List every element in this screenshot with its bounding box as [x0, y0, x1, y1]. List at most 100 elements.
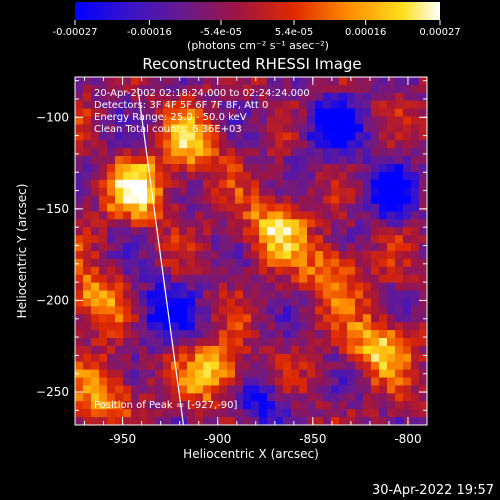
heatmap-cell — [283, 322, 292, 331]
heatmap-cell — [187, 195, 196, 205]
heatmap-cell — [307, 393, 316, 402]
heatmap-cell — [275, 377, 284, 387]
heatmap-cell — [243, 385, 252, 394]
heatmap-cell — [243, 164, 252, 173]
heatmap-cell — [299, 140, 308, 149]
heatmap-cell — [371, 203, 380, 213]
heatmap-cell — [219, 258, 228, 268]
heatmap-cell — [315, 401, 324, 410]
heatmap-cell — [147, 385, 156, 394]
heatmap-cell — [379, 124, 388, 133]
heatmap-cell — [227, 306, 236, 315]
heatmap-cell — [315, 282, 324, 292]
heatmap-cell — [403, 385, 412, 394]
heatmap-cell — [203, 77, 212, 86]
heatmap-cell — [83, 156, 92, 165]
heatmap-cell — [267, 132, 276, 141]
heatmap-cell — [299, 156, 308, 165]
heatmap-cell — [163, 140, 172, 149]
heatmap-cell — [355, 235, 364, 244]
heatmap-cell — [259, 235, 268, 244]
heatmap-cell — [131, 77, 140, 86]
heatmap-cell — [347, 251, 356, 260]
heatmap-cell — [259, 361, 268, 371]
heatmap-cell — [155, 266, 164, 276]
heatmap-cell — [91, 369, 100, 379]
heatmap-cell — [203, 401, 212, 410]
heatmap-cell — [203, 345, 212, 355]
heatmap-cell — [235, 156, 244, 165]
heatmap-cell — [275, 385, 284, 394]
heatmap-cell — [347, 306, 356, 315]
heatmap-cell — [291, 369, 300, 379]
heatmap-cell — [179, 251, 188, 260]
heatmap-cell — [315, 322, 324, 331]
heatmap-cell — [163, 227, 172, 236]
heatmap-cell — [139, 377, 148, 387]
heatmap-cell — [163, 195, 172, 205]
heatmap-cell — [75, 274, 84, 284]
heatmap-cell — [267, 282, 276, 292]
heatmap-cell — [259, 227, 268, 236]
heatmap-cell — [267, 266, 276, 276]
heatmap-cell — [403, 330, 412, 339]
heatmap-cell — [291, 84, 300, 94]
heatmap-cell — [283, 338, 292, 347]
heatmap-cell — [195, 306, 204, 315]
heatmap-cell — [363, 84, 372, 94]
heatmap-cell — [179, 219, 188, 228]
heatmap-cell — [387, 290, 396, 300]
heatmap-cell — [123, 179, 132, 189]
heatmap-cell — [403, 251, 412, 260]
heatmap-cell — [267, 338, 276, 347]
heatmap-cell — [227, 148, 236, 157]
heatmap-cell — [123, 187, 132, 197]
heatmap-cell — [219, 179, 228, 189]
heatmap-cell — [347, 330, 356, 339]
heatmap-cell — [123, 195, 132, 205]
heatmap-cell — [251, 132, 260, 141]
heatmap-cell — [331, 116, 340, 126]
heatmap-cell — [323, 330, 332, 339]
heatmap-cell — [171, 306, 180, 315]
heatmap-cell — [131, 100, 140, 110]
heatmap-cell — [275, 417, 284, 425]
heatmap-cell — [155, 92, 164, 102]
heatmap-cell — [267, 108, 276, 118]
heatmap-cell — [99, 156, 108, 165]
heatmap-cell — [235, 274, 244, 284]
heatmap-cell — [155, 140, 164, 149]
heatmap-cell — [147, 361, 156, 371]
heatmap-cell — [299, 132, 308, 141]
heatmap-cell — [83, 77, 92, 86]
heatmap-cell — [91, 251, 100, 260]
heatmap-cell — [179, 211, 188, 220]
heatmap-cell — [83, 258, 92, 268]
heatmap-cell — [331, 84, 340, 94]
heatmap-cell — [163, 108, 172, 118]
heatmap-cell — [395, 298, 404, 307]
heatmap-cell — [139, 258, 148, 268]
heatmap-cell — [395, 258, 404, 268]
heatmap-cell — [235, 84, 244, 94]
heatmap-cell — [203, 116, 212, 126]
heatmap-cell — [411, 235, 420, 244]
heatmap-cell — [411, 314, 420, 323]
heatmap-cell — [283, 266, 292, 276]
heatmap-cell — [283, 251, 292, 260]
heatmap-cell — [243, 282, 252, 292]
heatmap-cell — [355, 140, 364, 149]
heatmap-cell — [123, 330, 132, 339]
heatmap-cell — [403, 417, 412, 425]
heatmap-cell — [219, 108, 228, 118]
heatmap-cell — [219, 227, 228, 236]
heatmap-cell — [275, 282, 284, 292]
heatmap-cell — [107, 266, 116, 276]
heatmap-cell — [355, 227, 364, 236]
heatmap-cell — [395, 116, 404, 126]
heatmap-cell — [99, 195, 108, 205]
heatmap-cell — [91, 156, 100, 165]
heatmap-cell — [403, 108, 412, 118]
heatmap-cell — [115, 156, 124, 165]
heatmap-cell — [371, 369, 380, 379]
